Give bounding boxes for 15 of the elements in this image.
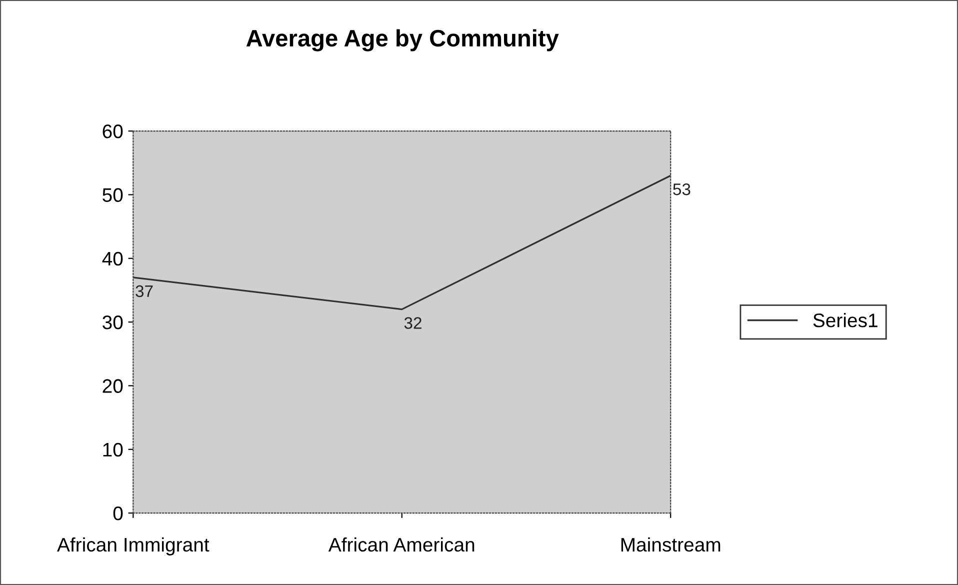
y-tick-label: 40	[102, 252, 123, 266]
y-tick-label: 20	[102, 379, 123, 393]
x-tick-label: Mainstream	[621, 537, 720, 552]
legend-label: Series1	[813, 312, 878, 328]
data-label: 32	[404, 317, 422, 329]
y-tick-label: 10	[103, 442, 123, 457]
y-tick-label: 60	[102, 124, 123, 138]
data-label: 53	[673, 183, 690, 196]
y-tick-label: 30	[102, 316, 123, 330]
x-tick-label: African American	[328, 537, 474, 552]
chart-title: Average Age by Community	[246, 29, 559, 52]
y-tick-label: 0	[113, 506, 123, 520]
data-label: 37	[136, 285, 153, 298]
y-tick-label: 50	[102, 188, 123, 202]
x-tick-label: African Immigrant	[57, 537, 210, 556]
